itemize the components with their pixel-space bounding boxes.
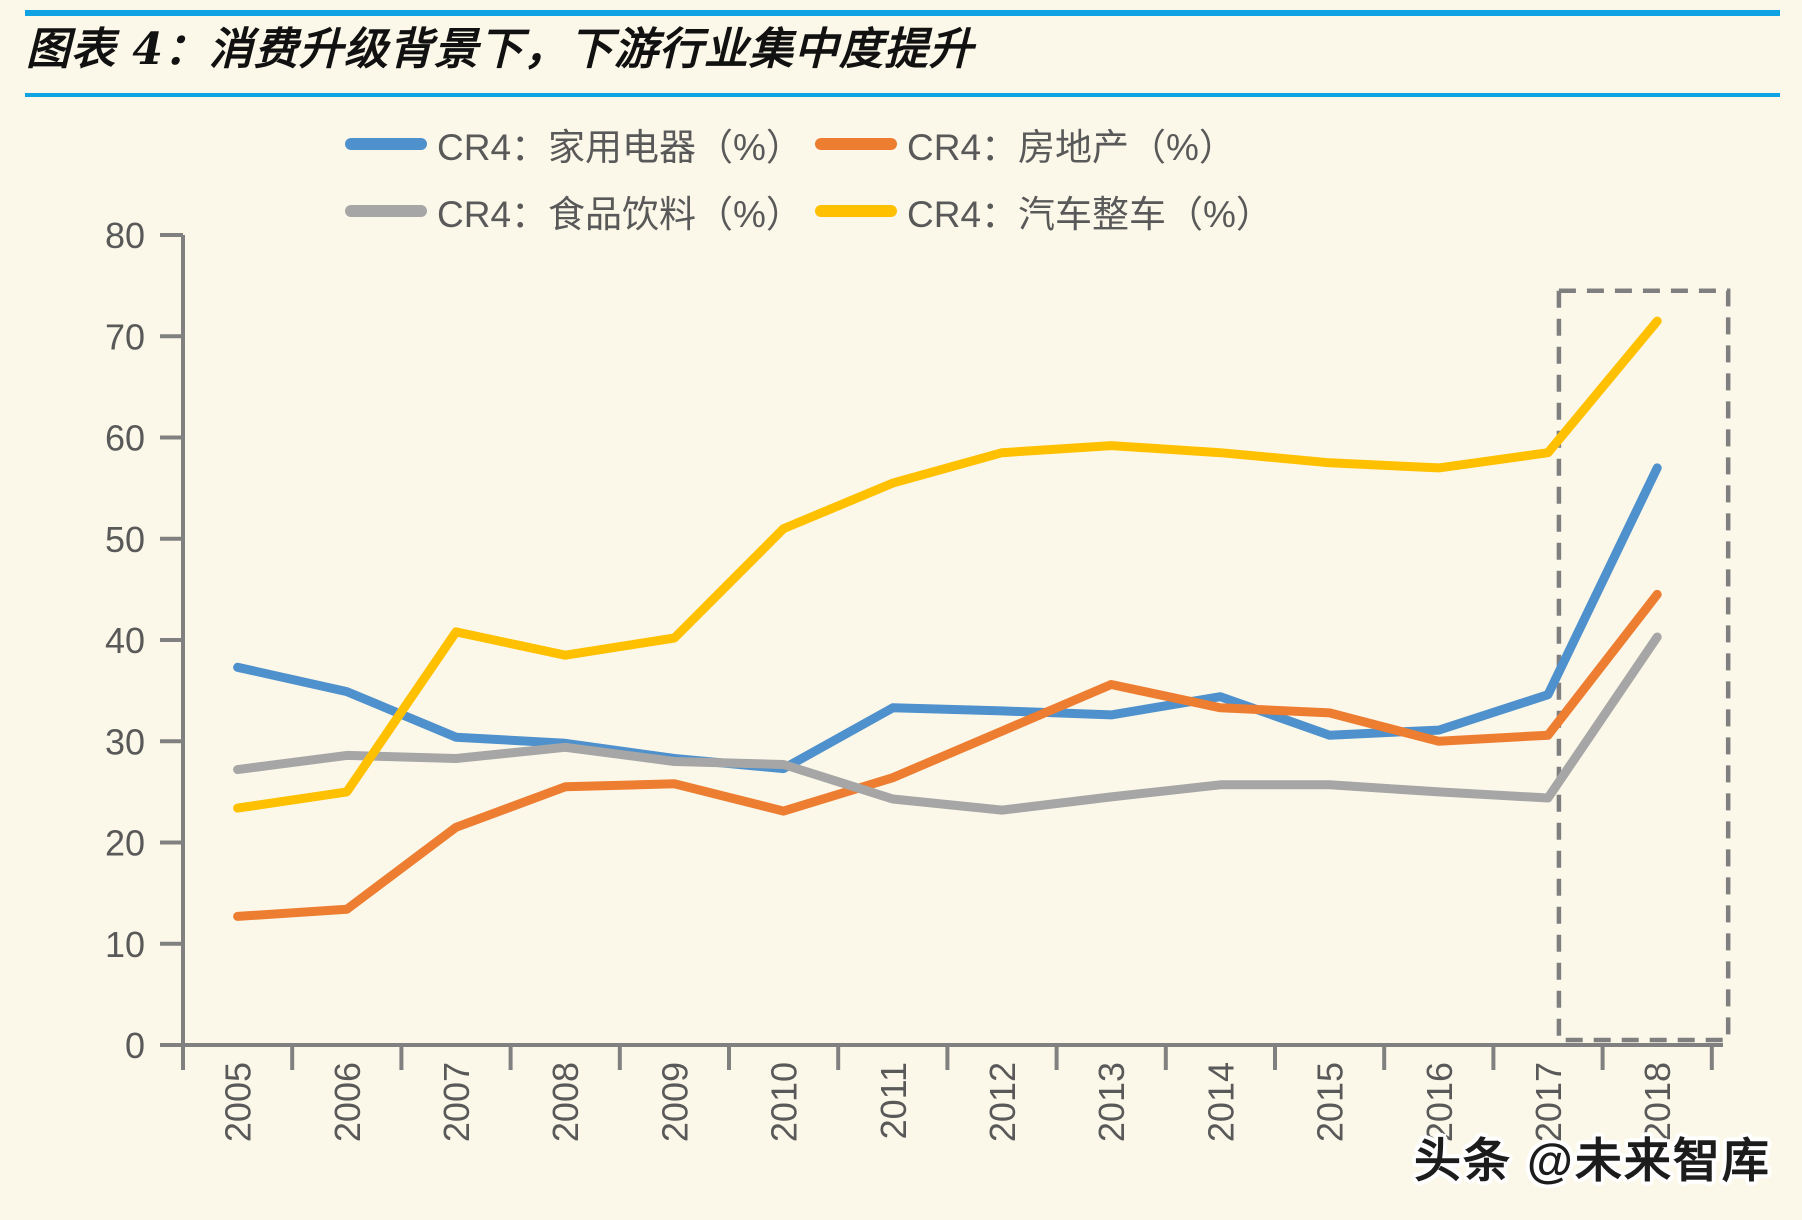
legend-item-0: CR4：家用电器（%） (345, 110, 815, 177)
series-line-3 (233, 316, 1662, 813)
x-tick-label: 2007 (436, 1062, 477, 1142)
axis-lines (181, 235, 1723, 1047)
y-tick-label: 50 (105, 519, 145, 560)
x-tick-label: 2006 (327, 1062, 368, 1142)
chart-title: 图表 4：消费升级背景下，下游行业集中度提升 (26, 24, 974, 75)
x-tick-label: 2011 (873, 1062, 914, 1139)
x-tick-label: 2010 (764, 1062, 805, 1142)
x-tick-label: 2013 (1091, 1062, 1132, 1142)
x-tick-label: 2018 (1637, 1062, 1678, 1142)
x-tick-label: 2005 (218, 1062, 259, 1142)
legend-swatch-icon (815, 204, 897, 217)
x-tick-label: 2016 (1419, 1062, 1460, 1142)
x-tick-label: 2012 (982, 1062, 1023, 1142)
chart-legend: CR4：家用电器（%） CR4：房地产（%） CR4：食品饮料（%） CR4：汽车整车… (345, 110, 1273, 244)
legend-label: CR4：汽车整车（%） (907, 193, 1273, 235)
legend-item-1: CR4：房地产（%） (815, 110, 1273, 177)
title-bottom-rule (25, 93, 1780, 97)
y-tick-label: 20 (105, 823, 145, 864)
x-tick-label: 2009 (654, 1062, 695, 1142)
legend-label: CR4：房地产（%） (907, 126, 1236, 168)
y-tick-label: 80 (105, 215, 145, 256)
x-tick-label: 2015 (1310, 1062, 1351, 1142)
y-tick-label: 10 (105, 924, 145, 965)
y-tick-label: 70 (105, 316, 145, 357)
series-line-2 (233, 632, 1662, 815)
y-tick-label: 30 (105, 721, 145, 762)
legend-label: CR4：食品饮料（%） (437, 193, 803, 235)
x-tick-label: 2008 (545, 1062, 586, 1142)
legend-label: CR4：家用电器（%） (437, 126, 803, 168)
y-tick-label: 40 (105, 620, 145, 661)
watermark: 头条 @未来智库 (1414, 1134, 1771, 1187)
legend-item-2: CR4：食品饮料（%） (345, 177, 815, 244)
series-line-1 (233, 589, 1662, 921)
series-line-0 (233, 463, 1662, 774)
title-top-rule (25, 10, 1780, 16)
legend-item-3: CR4：汽车整车（%） (815, 177, 1273, 244)
legend-swatch-icon (345, 137, 427, 150)
legend-swatch-icon (815, 137, 897, 150)
x-tick-label: 2014 (1200, 1062, 1241, 1142)
legend-swatch-icon (345, 204, 427, 217)
y-tick-label: 60 (105, 418, 145, 459)
x-tick-label: 2017 (1528, 1062, 1569, 1142)
y-tick-label: 0 (125, 1025, 145, 1066)
